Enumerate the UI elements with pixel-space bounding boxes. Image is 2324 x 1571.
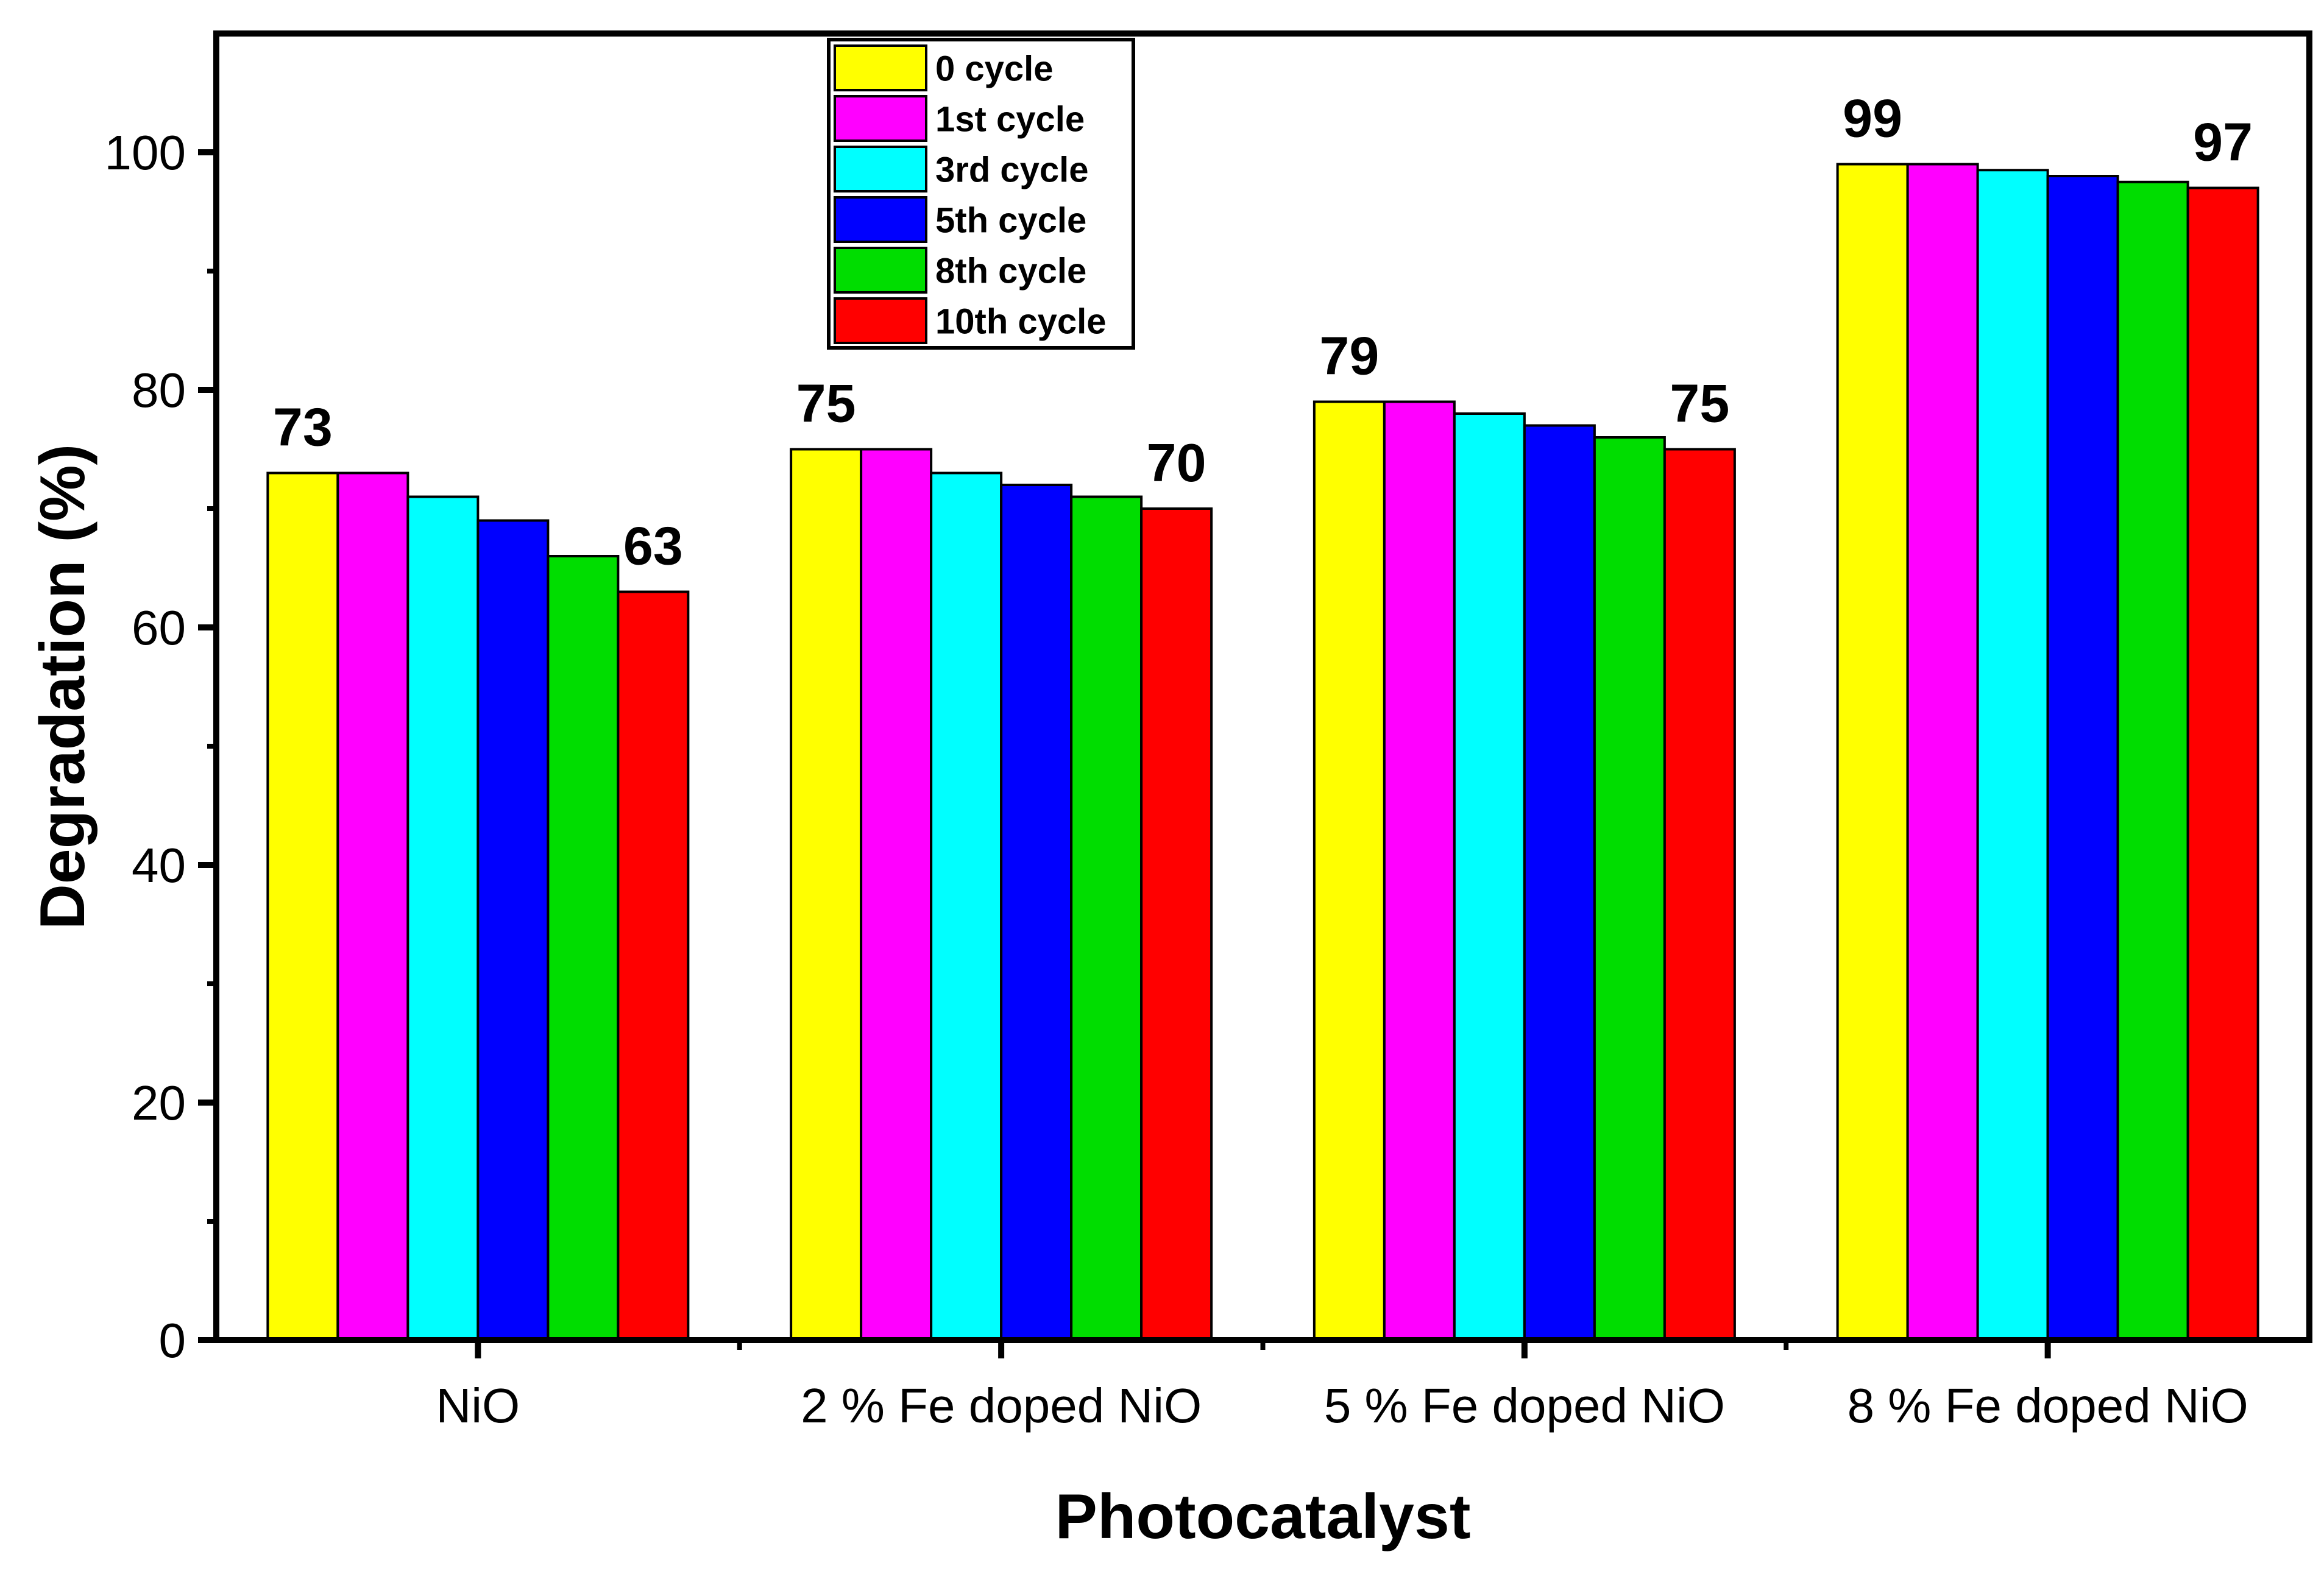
y-tick-label: 20 (132, 1076, 186, 1130)
bar (1523, 424, 1596, 1341)
bar (860, 448, 933, 1341)
bar (790, 448, 863, 1341)
bar (1140, 507, 1213, 1341)
bar (1383, 400, 1456, 1341)
bar (617, 590, 690, 1341)
bar (1070, 495, 1143, 1341)
bar (406, 495, 480, 1341)
data-label: 73 (273, 397, 333, 457)
legend-swatch (834, 44, 927, 91)
legend: 0 cycle 1st cycle 3rd cycle 5th cycle 8th cy… (827, 38, 1135, 350)
legend-swatch (834, 247, 927, 294)
legend-swatch (834, 95, 927, 142)
data-label: 79 (1319, 326, 1379, 386)
y-tick-label: 60 (132, 601, 186, 655)
x-axis-title: Photocatalyst (1055, 1481, 1471, 1552)
bar (1906, 163, 1979, 1341)
legend-swatch (834, 146, 927, 192)
x-tick-label: NiO (436, 1379, 520, 1433)
data-label: 99 (1843, 88, 1902, 149)
data-label: 97 (2193, 112, 2253, 172)
x-tick-label: 8 % Fe doped NiO (1848, 1379, 2248, 1433)
legend-label: 8th cycle (935, 252, 1086, 291)
legend-label: 10th cycle (935, 302, 1107, 342)
x-tick-label: 2 % Fe doped NiO (801, 1379, 1202, 1433)
data-label: 75 (796, 373, 856, 434)
bar (1836, 163, 1909, 1341)
legend-label: 5th cycle (935, 201, 1086, 241)
bar (1976, 169, 2049, 1341)
data-label: 63 (623, 516, 683, 576)
y-tick-label: 100 (105, 125, 186, 180)
bar (1313, 400, 1386, 1341)
y-tick-label: 0 (159, 1313, 186, 1368)
bar (266, 471, 339, 1341)
bar (336, 471, 409, 1341)
y-tick-label: 80 (132, 363, 186, 417)
data-label: 75 (1670, 373, 1729, 434)
bar (2186, 186, 2259, 1341)
legend-label: 3rd cycle (935, 150, 1089, 190)
labels-layer: 73 63 75 70 79 75 99 97 (273, 88, 2253, 576)
bar (2046, 175, 2119, 1341)
y-tick-label: 40 (132, 838, 186, 892)
data-label: 70 (1147, 432, 1206, 493)
bar (476, 519, 550, 1341)
legend-label: 0 cycle (935, 49, 1054, 89)
bar (2116, 180, 2189, 1341)
legend-label: 1st cycle (935, 100, 1085, 139)
legend-swatch (834, 297, 927, 344)
y-axis-title: Degradation (%) (27, 444, 98, 930)
bar (1000, 484, 1073, 1341)
axes-layer: 0 20 40 60 80 100 NiO 2 % Fe doped NiO 5 % Fe do… (105, 125, 2248, 1433)
bar (1663, 448, 1736, 1341)
bar (930, 471, 1003, 1341)
bar (1593, 436, 1666, 1341)
bar (547, 555, 620, 1341)
bar (1453, 412, 1526, 1341)
bars-layer (266, 163, 2259, 1341)
legend-swatch (834, 196, 927, 243)
x-tick-label: 5 % Fe doped NiO (1324, 1379, 1725, 1433)
